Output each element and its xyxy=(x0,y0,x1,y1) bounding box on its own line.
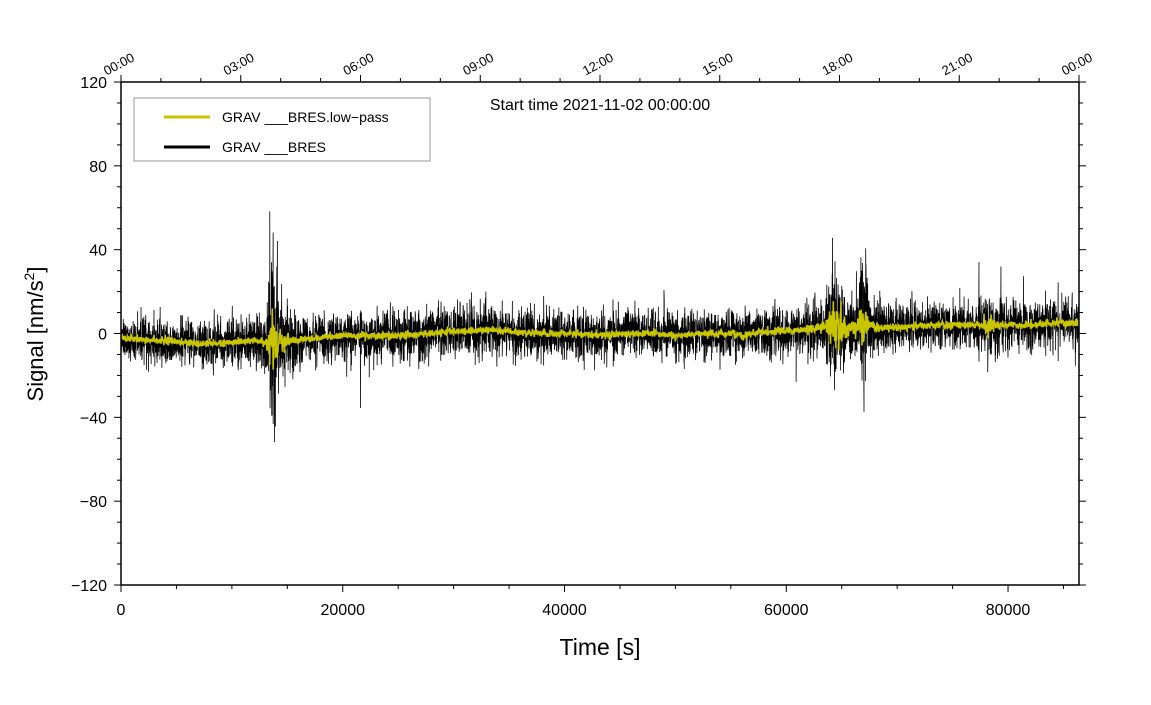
x-tick-label: 0 xyxy=(117,602,126,619)
y-tick-label: 80 xyxy=(89,159,107,176)
y-tick-label: −120 xyxy=(71,578,107,595)
y-axis-label-main: Signal [nm/s xyxy=(23,280,48,401)
y-axis-label-superscript: 2 xyxy=(21,272,37,280)
y-axis-ticks: −120 −80 −40 0 40 80 120 xyxy=(71,75,1086,595)
traces xyxy=(120,211,1080,443)
top-tick-label: 21:00 xyxy=(939,50,975,79)
legend-label-raw: GRAV ___BRES xyxy=(222,139,326,155)
x-tick-label: 80000 xyxy=(986,602,1031,619)
top-tick-label: 12:00 xyxy=(580,50,616,79)
top-tick-label: 03:00 xyxy=(221,50,257,79)
top-tick-label: 09:00 xyxy=(460,50,496,79)
start-time-annotation: Start time 2021-11-02 00:00:00 xyxy=(490,97,710,114)
y-tick-label: 120 xyxy=(80,75,107,92)
y-tick-label: −40 xyxy=(80,410,107,427)
legend: GRAV ___BRES.low−pass GRAV ___BRES xyxy=(133,97,431,162)
y-axis-label-end: ] xyxy=(23,267,48,273)
y-tick-label: 0 xyxy=(98,327,107,344)
x-tick-label: 40000 xyxy=(542,602,587,619)
legend-box xyxy=(133,97,431,162)
top-tick-label: 15:00 xyxy=(700,50,736,79)
top-tick-label: 00:00 xyxy=(1059,50,1095,79)
y-tick-label: 40 xyxy=(89,243,107,260)
x-axis-label: Time [s] xyxy=(560,634,641,660)
x-tick-label: 60000 xyxy=(764,602,809,619)
top-time-axis-ticks: 00:00 03:00 06:00 09:00 12:00 15:00 18:00 21:00… xyxy=(101,50,1095,82)
x-tick-label: 20000 xyxy=(321,602,366,619)
top-tick-label: 06:00 xyxy=(340,50,376,79)
y-tick-label: −80 xyxy=(80,494,107,511)
top-tick-label: 00:00 xyxy=(101,50,137,79)
x-axis-ticks: 0 20000 40000 60000 80000 xyxy=(117,585,1064,619)
legend-label-lowpass: GRAV ___BRES.low−pass xyxy=(222,109,389,125)
y-axis-label: Signal [nm/s2] xyxy=(21,267,48,402)
series-lowpass-trace xyxy=(120,300,1080,370)
top-tick-label: 18:00 xyxy=(819,50,855,79)
